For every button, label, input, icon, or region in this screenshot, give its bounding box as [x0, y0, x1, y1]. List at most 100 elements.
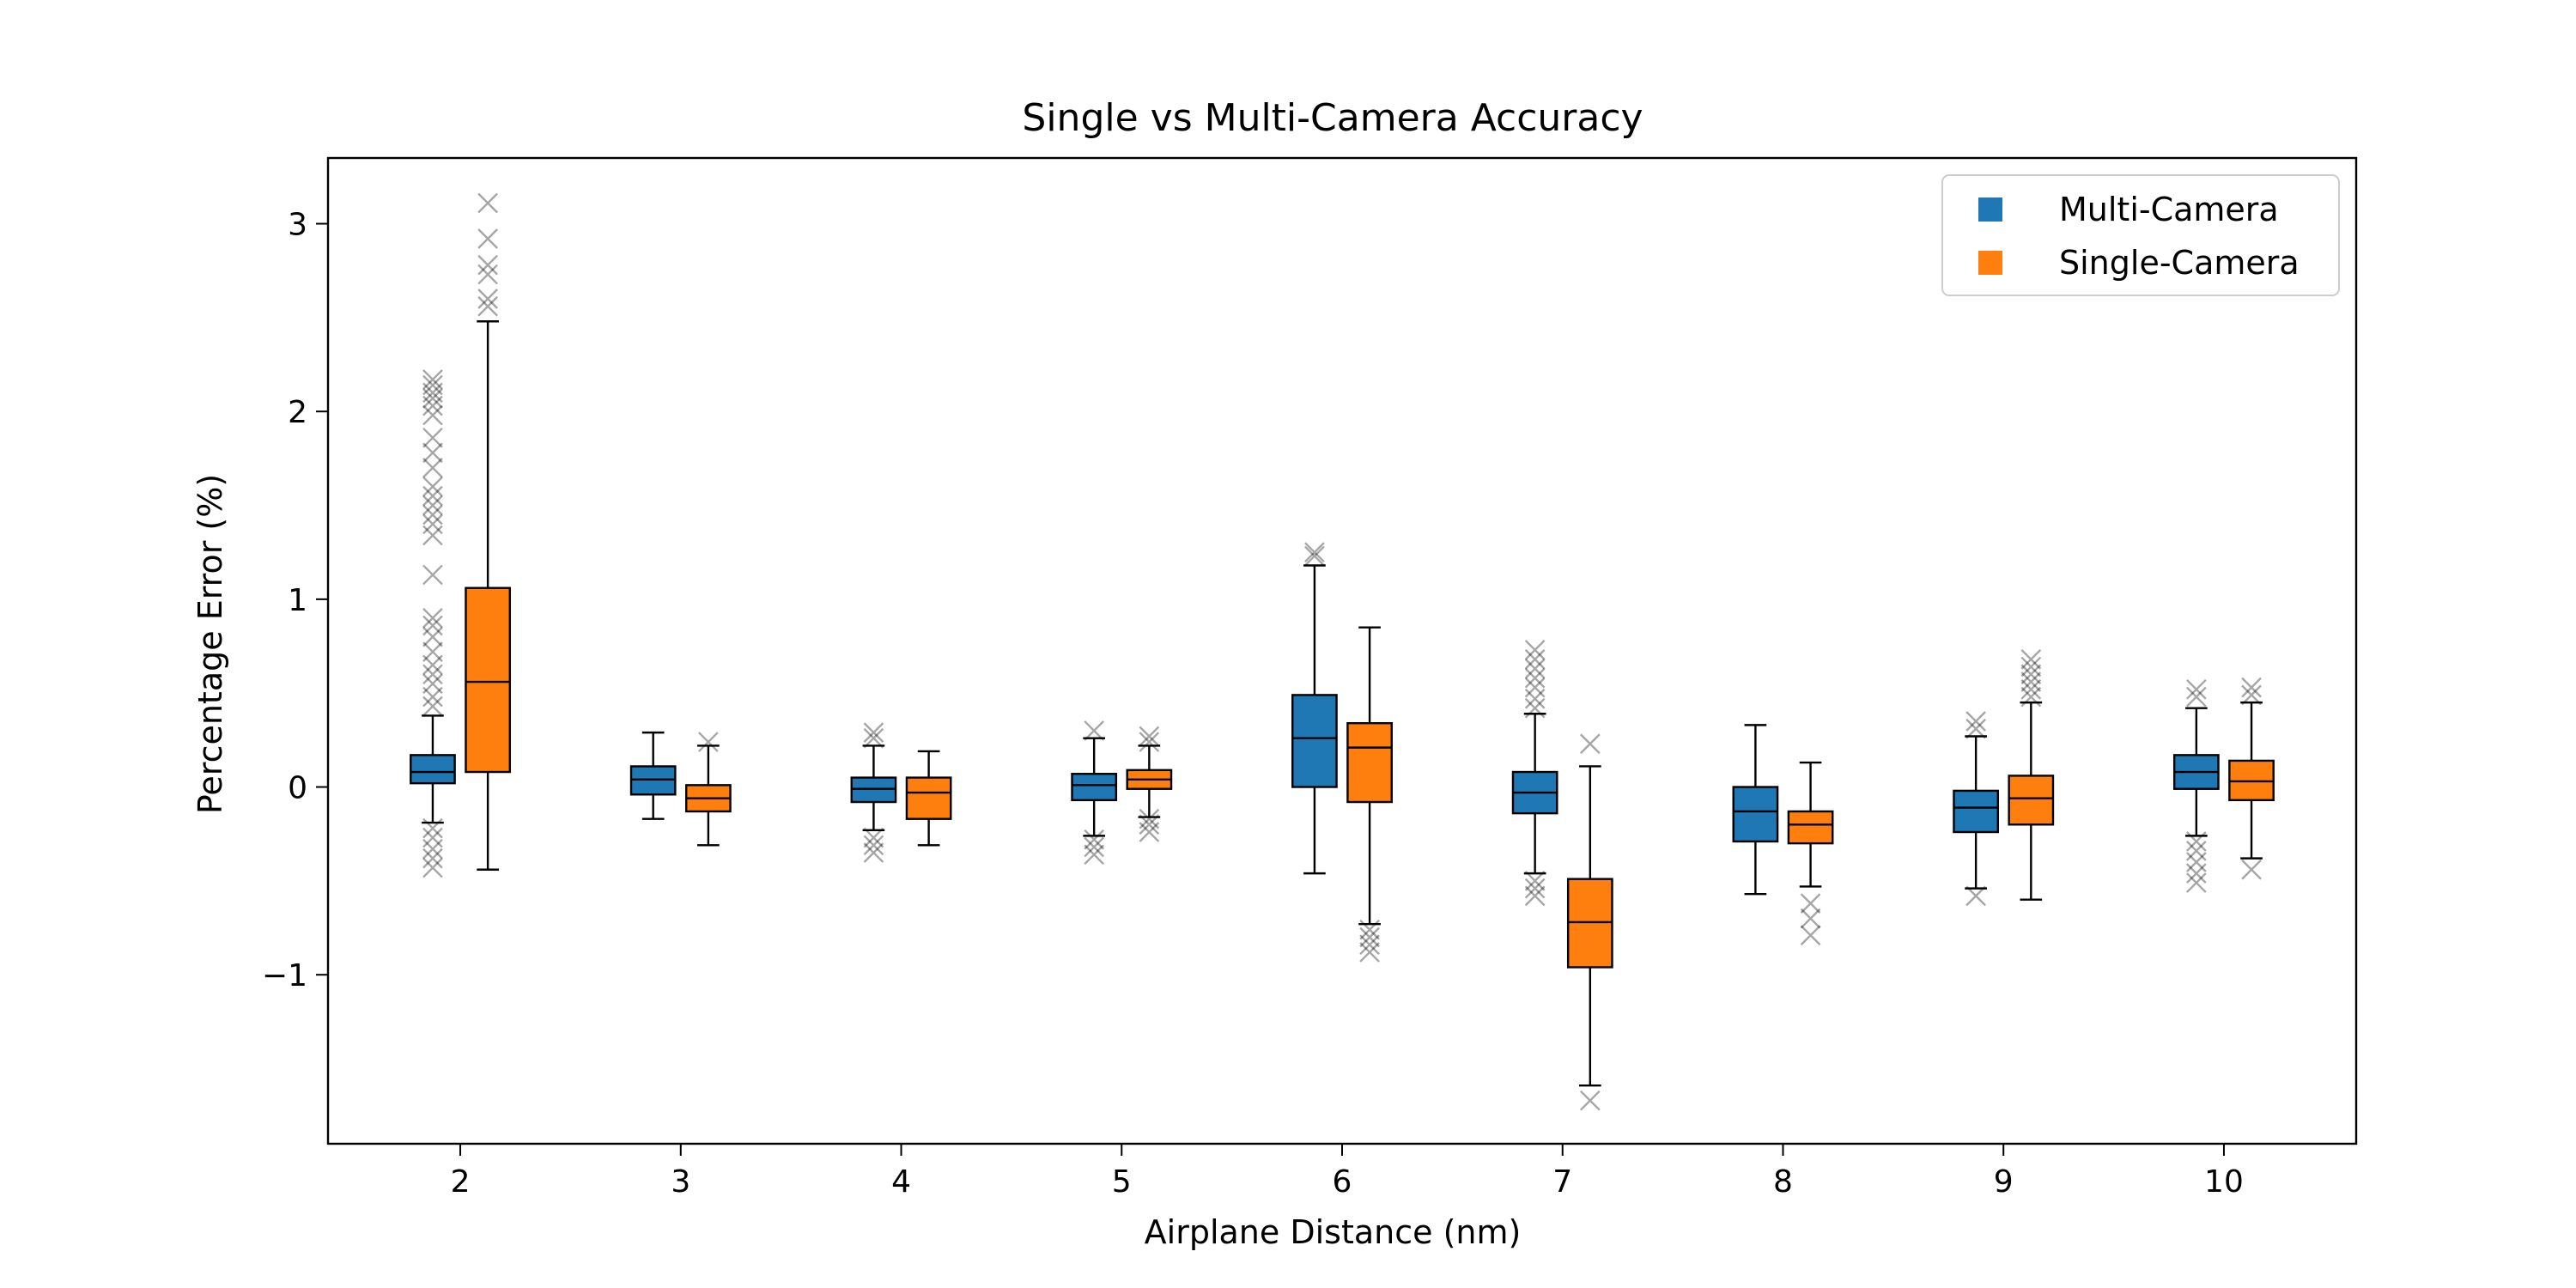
- outlier-marker: [1304, 545, 1325, 567]
- y-tick-label: 3: [288, 208, 307, 243]
- outlier-marker: [422, 696, 443, 717]
- outlier-marker: [2241, 859, 2262, 880]
- y-tick-label: 2: [288, 395, 307, 430]
- outlier-marker: [1524, 667, 1546, 689]
- outlier-marker: [2186, 841, 2207, 861]
- outlier-marker: [1800, 908, 1821, 929]
- box-multi-7: [1511, 640, 1558, 907]
- legend-swatch-single: [1978, 251, 2002, 275]
- iqr-box: [465, 586, 512, 774]
- outlier-marker: [1524, 697, 1546, 719]
- legend-label-single: Single-Camera: [2059, 244, 2300, 282]
- outlier-marker: [422, 513, 443, 535]
- x-tick-label: 7: [1552, 1164, 1572, 1200]
- outlier-marker: [1524, 640, 1546, 660]
- outlier-marker: [1965, 711, 1986, 732]
- outlier-marker: [422, 664, 443, 685]
- outlier-marker: [422, 817, 443, 839]
- x-tick-label: 2: [451, 1164, 471, 1200]
- outlier-marker: [1524, 677, 1546, 698]
- outlier-marker: [1359, 927, 1380, 948]
- outlier-marker: [2186, 678, 2207, 700]
- outlier-marker: [1304, 542, 1325, 563]
- x-axis-label: Airplane Distance (nm): [1145, 1213, 1522, 1251]
- outlier-marker: [1524, 688, 1546, 709]
- outlier-marker: [422, 838, 443, 860]
- box-multi-4: [850, 722, 897, 863]
- outlier-marker: [1359, 934, 1380, 956]
- outlier-marker: [422, 848, 443, 869]
- legend-swatch-multi: [1978, 197, 2002, 222]
- outlier-marker: [422, 857, 443, 878]
- iqr-box: [1291, 694, 1338, 788]
- outlier-marker: [2020, 664, 2042, 685]
- iqr-box: [1732, 786, 1779, 843]
- outlier-marker: [422, 686, 443, 708]
- outlier-marker: [1084, 720, 1105, 741]
- outlier-marker: [1139, 726, 1160, 747]
- outlier-marker: [477, 192, 498, 214]
- outlier-marker: [422, 615, 443, 636]
- outlier-marker: [1524, 658, 1546, 679]
- outlier-marker: [1579, 733, 1601, 755]
- outlier-marker: [422, 564, 443, 586]
- box-single-7: [1566, 733, 1613, 1111]
- outlier-marker: [2186, 872, 2207, 893]
- outlier-marker: [1524, 871, 1546, 891]
- outlier-marker: [863, 827, 884, 848]
- box-single-2: [465, 192, 512, 871]
- outlier-marker: [1139, 732, 1160, 752]
- box-single-9: [2008, 648, 2055, 901]
- outlier-marker: [2020, 648, 2042, 670]
- outlier-marker: [2186, 686, 2207, 708]
- iqr-box: [410, 754, 456, 785]
- outlier-marker: [1524, 648, 1546, 670]
- outlier-marker: [477, 295, 498, 317]
- outlier-marker: [422, 395, 443, 416]
- x-tick-label: 3: [671, 1164, 690, 1200]
- outlier-marker: [2241, 684, 2262, 706]
- x-tick-label: 10: [2204, 1164, 2244, 1200]
- outlier-marker: [2186, 863, 2207, 884]
- iqr-box: [1953, 789, 1999, 834]
- outlier-marker: [1139, 808, 1160, 829]
- outlier-marker: [2020, 671, 2042, 692]
- x-tick-label: 6: [1333, 1164, 1352, 1200]
- outlier-marker: [1524, 878, 1546, 899]
- outlier-marker: [422, 369, 443, 390]
- outlier-marker: [863, 835, 884, 856]
- x-tick-label: 9: [1994, 1164, 2014, 1200]
- outlier-marker: [422, 442, 443, 464]
- outlier-marker: [863, 722, 884, 743]
- outlier-marker: [422, 504, 443, 526]
- outlier-marker: [863, 842, 884, 863]
- outlier-marker: [422, 457, 443, 478]
- outlier-marker: [422, 673, 443, 695]
- outlier-marker: [1139, 814, 1160, 835]
- outlier-marker: [422, 485, 443, 507]
- outlier-marker: [1359, 942, 1380, 963]
- outlier-marker: [477, 254, 498, 276]
- legend-label-multi: Multi-Camera: [2059, 191, 2279, 228]
- outlier-marker: [1579, 1090, 1601, 1111]
- x-tick-label: 5: [1112, 1164, 1132, 1200]
- outlier-marker: [422, 525, 443, 546]
- outlier-marker: [422, 654, 443, 676]
- outlier-marker: [422, 374, 443, 396]
- y-axis-label: Percentage Error (%): [191, 474, 229, 814]
- outlier-marker: [1524, 885, 1546, 907]
- outlier-marker: [1084, 836, 1105, 858]
- outlier-marker: [422, 404, 443, 426]
- outlier-marker: [1800, 893, 1821, 914]
- y-tick-label: 1: [288, 583, 307, 618]
- plot-area: −1 0 1 2 3 2 3 4 5 6 7 8 9 10: [262, 156, 2358, 1200]
- outlier-marker: [477, 264, 498, 285]
- outlier-marker: [422, 388, 443, 409]
- outlier-marker: [422, 382, 443, 404]
- iqr-box: [1071, 773, 1118, 802]
- box-multi-2: [410, 369, 456, 878]
- outlier-marker: [1359, 919, 1380, 940]
- outlier-marker: [1139, 822, 1160, 842]
- legend: Multi-Camera Single-Camera: [1941, 174, 2340, 296]
